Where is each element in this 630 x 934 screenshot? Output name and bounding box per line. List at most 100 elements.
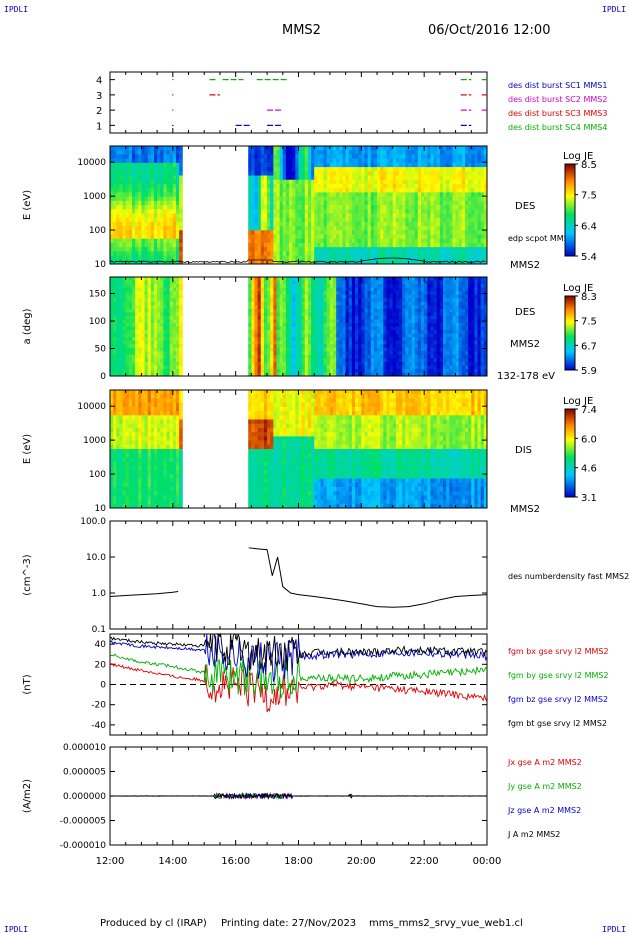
spectrogram-cell — [452, 238, 457, 244]
spectrogram-cell — [304, 217, 309, 223]
spectrogram-cell — [377, 188, 381, 193]
spectrogram-cell — [320, 305, 325, 310]
spectrogram-cell — [157, 200, 161, 206]
spectrogram-cell — [172, 179, 177, 185]
spectrogram-cell — [119, 226, 124, 231]
spectrogram-cell — [320, 301, 325, 306]
spectrogram-cell — [367, 372, 372, 377]
spectrogram-cell — [329, 238, 334, 244]
spectrogram-cell — [439, 213, 444, 219]
spectrogram-cell — [386, 337, 391, 342]
spectrogram-cell — [119, 361, 124, 366]
spectrogram-cell — [336, 340, 340, 345]
spectrogram-cell — [480, 217, 485, 223]
spectrogram-cell — [295, 192, 299, 198]
spectrogram-cell — [169, 301, 174, 306]
spectrogram-cell — [458, 150, 463, 155]
spectrogram-cell — [480, 221, 485, 227]
spectrogram-cell — [468, 255, 472, 261]
spectrogram-cell — [157, 226, 161, 231]
spectrogram-cell — [317, 188, 321, 193]
spectrogram-cell — [373, 308, 378, 313]
spectrogram-cell — [119, 154, 124, 160]
spectrogram-cell — [320, 221, 325, 227]
spectrogram-cell — [267, 217, 271, 223]
spectrogram-cell — [342, 162, 347, 168]
spectrogram-cell — [169, 162, 174, 168]
spectrogram-cell — [119, 358, 124, 363]
spectrogram-cell — [455, 167, 460, 172]
spectrogram-cell — [452, 251, 457, 257]
spectrogram-cell — [395, 188, 400, 193]
spectrogram-cell — [380, 368, 384, 373]
spectrogram-cell — [157, 230, 161, 235]
spectrogram-cell — [311, 361, 315, 366]
spectrogram-cell — [301, 301, 306, 306]
spectrogram-cell — [411, 221, 416, 227]
spectrogram-cell — [392, 259, 397, 265]
spectrogram-cell — [345, 298, 350, 303]
spectrogram-cell — [358, 298, 362, 303]
spectrogram-cell — [402, 340, 406, 345]
spectrogram-cell — [295, 305, 299, 310]
spectrogram-cell — [433, 255, 438, 261]
spectrogram-cell — [326, 312, 331, 317]
spectrogram-cell — [285, 154, 290, 160]
spectrogram-cell — [110, 255, 114, 261]
spectrogram-cell — [119, 251, 124, 257]
spectrogram-cell — [389, 221, 394, 227]
spectrogram-cell — [480, 205, 485, 210]
spectrogram-cell — [358, 259, 362, 265]
spectrogram-cell — [135, 312, 139, 317]
spectrogram-cell — [320, 315, 325, 320]
spectrogram-cell — [135, 284, 139, 289]
spectrogram-cell — [172, 171, 177, 176]
spectrogram-cell — [317, 175, 321, 181]
spectrogram-cell — [135, 154, 139, 160]
spectrogram-cell — [110, 312, 114, 317]
spectrogram-cell — [248, 247, 252, 252]
spectrogram-cell — [270, 361, 274, 366]
spectrogram-cell — [421, 209, 425, 214]
spectrogram-cell — [125, 171, 130, 176]
burst-panel-frame — [109, 71, 488, 134]
spectrogram-cell — [333, 162, 337, 168]
spectrogram-cell — [449, 162, 453, 168]
spectrogram-cell — [254, 234, 259, 240]
spectrogram-cell — [364, 247, 369, 252]
spectrogram-cell — [292, 162, 296, 168]
spectrogram-cell — [307, 365, 312, 370]
spectrogram-cell — [449, 226, 453, 231]
spectrogram-cell — [317, 150, 321, 155]
spectrogram-cell — [135, 330, 139, 335]
spectrogram-cell — [373, 226, 378, 231]
spectrogram-cell — [138, 347, 142, 352]
spectrogram-cell — [270, 146, 274, 151]
spectrogram-cell — [138, 179, 142, 185]
spectrogram-cell — [367, 238, 372, 244]
spectrogram-cell — [408, 226, 413, 231]
spectrogram-cell — [144, 305, 149, 310]
spectrogram-cell — [248, 226, 252, 231]
spectrogram-cell — [116, 326, 120, 331]
spectrogram-cell — [135, 333, 139, 338]
spectrogram-cell — [276, 255, 281, 261]
spectrogram-cell — [144, 330, 149, 335]
spectrogram-cell — [345, 179, 350, 185]
spectrogram-cell — [113, 312, 117, 317]
spectrogram-cell — [169, 280, 174, 285]
spectrogram-cell — [389, 247, 394, 252]
spectrogram-cell — [351, 340, 356, 345]
spectrogram-cell — [175, 326, 180, 331]
spectrogram-cell — [298, 234, 303, 240]
spectrogram-cell — [119, 344, 124, 349]
spectrogram-cell — [254, 351, 259, 356]
spectrogram-cell — [427, 192, 431, 198]
spectrogram-cell — [314, 277, 318, 282]
spectrogram-cell — [424, 255, 428, 261]
spectrogram-cell — [323, 277, 328, 282]
spectrogram-cell — [399, 322, 403, 327]
spectrogram-cell — [147, 209, 152, 214]
spectrogram-cell — [377, 192, 381, 198]
spectrogram-cell — [147, 287, 152, 292]
